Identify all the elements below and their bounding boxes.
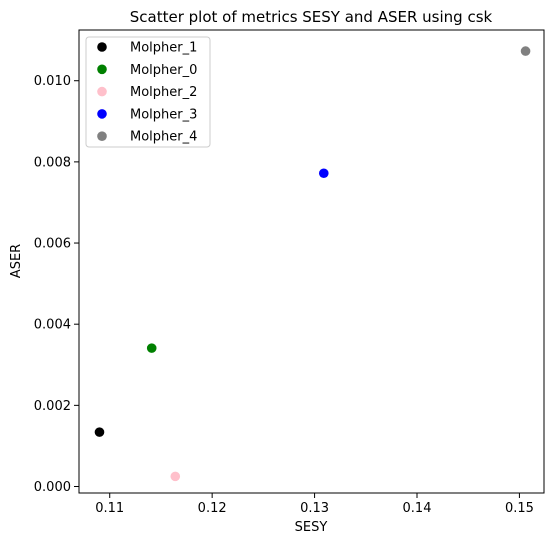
legend: Molpher_1 Molpher_0 Molpher_2 Molpher_3 Molp… — [85, 36, 211, 148]
x-tick-label: 0.13 — [300, 501, 329, 516]
legend-entry: Molpher_2 — [130, 85, 197, 100]
y-tick-label: 0.002 — [34, 399, 71, 414]
data-points — [94, 46, 531, 482]
y-tick-label: 0.010 — [34, 74, 71, 89]
legend-marker — [97, 86, 107, 97]
legend-entry: Molpher_0 — [130, 63, 197, 78]
x-tick-label: 0.12 — [198, 501, 227, 516]
data-point-molpher-1 — [94, 427, 105, 437]
legend-entry: Molpher_3 — [130, 107, 197, 122]
y-tick-label: 0.000 — [34, 480, 71, 495]
y-tick-label: 0.006 — [34, 237, 71, 252]
legend-marker — [97, 131, 107, 141]
x-tick-label: 0.11 — [95, 501, 124, 516]
data-point-molpher-3 — [318, 168, 329, 179]
x-axis: 0.11 0.12 0.13 0.14 0.15 — [95, 493, 534, 516]
y-axis-label: ASER — [9, 244, 24, 278]
data-point-molpher-2 — [170, 471, 181, 482]
chart-title: Scatter plot of metrics SESY and ASER us… — [130, 8, 493, 26]
y-axis: 0.000 0.002 0.004 0.006 0.008 0.010 — [34, 74, 79, 495]
y-tick-label: 0.008 — [34, 155, 71, 170]
y-tick-label: 0.004 — [34, 318, 71, 333]
legend-marker — [97, 64, 107, 75]
legend-entry: Molpher_4 — [130, 130, 197, 145]
legend-box — [85, 36, 211, 148]
data-point-molpher-4 — [520, 46, 531, 56]
x-tick-label: 0.14 — [403, 501, 432, 516]
legend-entry: Molpher_1 — [130, 41, 197, 56]
data-point-molpher-0 — [146, 343, 157, 353]
x-tick-label: 0.15 — [505, 501, 534, 516]
legend-marker — [97, 42, 107, 52]
legend-marker — [97, 109, 107, 119]
x-axis-label: SESY — [295, 520, 328, 535]
